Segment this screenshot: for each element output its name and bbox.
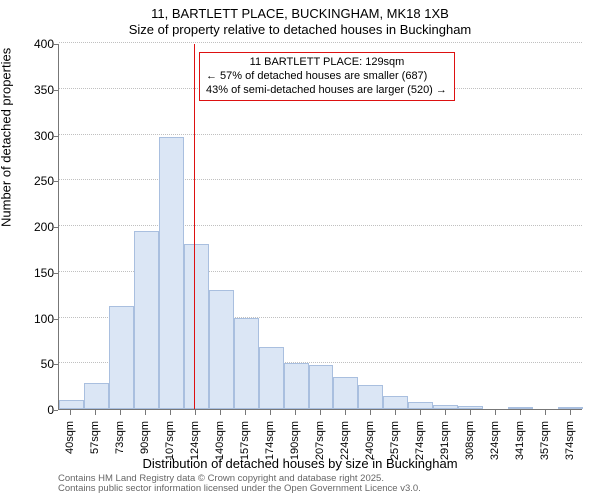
annotation-line2: 43% of semi-detached houses are larger (… <box>206 84 448 98</box>
chart-title-line1: 11, BARTLETT PLACE, BUCKINGHAM, MK18 1XB <box>0 6 600 21</box>
x-tick-mark <box>245 410 246 415</box>
histogram-bar <box>458 406 483 409</box>
histogram-bar <box>234 318 259 410</box>
x-tick-mark <box>145 410 146 415</box>
x-tick-mark <box>420 410 421 415</box>
x-tick-mark <box>120 410 121 415</box>
y-tick-label: 0 <box>14 403 54 417</box>
x-tick-mark <box>270 410 271 415</box>
y-tick-label: 50 <box>14 357 54 371</box>
x-tick-mark <box>295 410 296 415</box>
histogram-bar <box>84 383 109 409</box>
histogram-bar <box>309 365 334 409</box>
histogram-bar <box>184 244 209 409</box>
x-tick-mark <box>170 410 171 415</box>
y-tick-label: 200 <box>14 220 54 234</box>
x-tick-mark <box>445 410 446 415</box>
x-tick-mark <box>70 410 71 415</box>
histogram-bar <box>259 347 284 409</box>
x-tick-mark <box>470 410 471 415</box>
y-axis-label: Number of detached properties <box>0 48 14 227</box>
grid-line <box>59 42 582 43</box>
histogram-bar <box>59 400 84 409</box>
x-tick-mark <box>220 410 221 415</box>
chart-title-line2: Size of property relative to detached ho… <box>0 22 600 37</box>
y-tick-label: 300 <box>14 129 54 143</box>
x-tick-mark <box>545 410 546 415</box>
x-tick-mark <box>370 410 371 415</box>
annotation-title: 11 BARTLETT PLACE: 129sqm <box>206 56 448 70</box>
x-tick-mark <box>395 410 396 415</box>
x-tick-mark <box>570 410 571 415</box>
histogram-bar <box>284 363 309 409</box>
plot-area: 11 BARTLETT PLACE: 129sqm ← 57% of detac… <box>58 44 582 410</box>
y-tick-label: 350 <box>14 83 54 97</box>
annotation-box: 11 BARTLETT PLACE: 129sqm ← 57% of detac… <box>199 52 455 101</box>
histogram-bar <box>508 407 533 409</box>
histogram-bar <box>383 396 408 409</box>
x-tick-mark <box>495 410 496 415</box>
histogram-bar <box>433 405 458 409</box>
x-axis-label: Distribution of detached houses by size … <box>0 456 600 471</box>
x-tick-mark <box>195 410 196 415</box>
y-tick-label: 250 <box>14 174 54 188</box>
histogram-bar <box>358 385 383 409</box>
histogram-bar <box>159 137 184 409</box>
x-tick-mark <box>345 410 346 415</box>
histogram-bar <box>558 407 583 409</box>
marker-line <box>194 44 195 409</box>
histogram-bar <box>209 290 234 409</box>
y-tick-label: 400 <box>14 37 54 51</box>
histogram-bar <box>408 402 433 409</box>
histogram-bar <box>134 231 159 409</box>
chart-container: 11, BARTLETT PLACE, BUCKINGHAM, MK18 1XB… <box>0 0 600 500</box>
x-tick-mark <box>520 410 521 415</box>
y-tick-label: 100 <box>14 312 54 326</box>
y-tick-label: 150 <box>14 266 54 280</box>
y-tick-mark <box>53 410 58 411</box>
histogram-bar <box>109 306 134 409</box>
histogram-bar <box>333 377 358 409</box>
x-tick-mark <box>320 410 321 415</box>
annotation-line1: ← 57% of detached houses are smaller (68… <box>206 70 448 84</box>
footer: Contains HM Land Registry data © Crown c… <box>58 474 421 495</box>
x-tick-mark <box>95 410 96 415</box>
footer-line2: Contains public sector information licen… <box>58 484 421 494</box>
